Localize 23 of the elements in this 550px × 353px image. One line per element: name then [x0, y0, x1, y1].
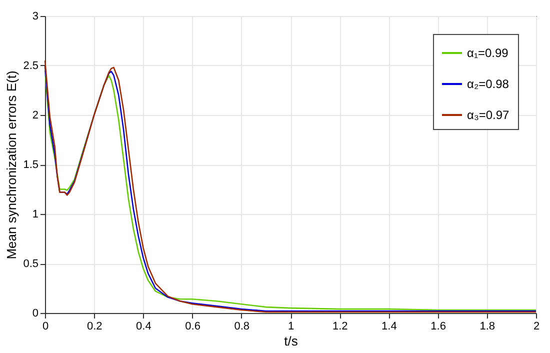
x-axis-title: t/s — [284, 334, 298, 348]
x-tick-label: 1.6 — [430, 320, 446, 332]
legend-label: α₃=0.97 — [467, 108, 510, 122]
x-tick-label: 0 — [42, 320, 49, 332]
x-tick-label: 0.8 — [234, 320, 250, 332]
x-tick-label: 2 — [533, 320, 540, 332]
x-tick-label: 1.2 — [332, 320, 348, 332]
y-tick-label: 0.5 — [23, 258, 38, 270]
y-tick-label: 2 — [32, 110, 38, 122]
x-tick-label: 1.4 — [382, 320, 397, 332]
y-axis-title: Mean synchronization errors E(t) — [4, 70, 20, 260]
x-tick-label: 0.4 — [136, 320, 152, 332]
legend-label: α₁=0.99 — [467, 46, 509, 60]
y-tick-label: 0 — [32, 308, 38, 320]
y-tick-label: 3 — [32, 10, 38, 22]
x-tick-label: 1 — [288, 320, 294, 332]
y-tick-label: 1.5 — [23, 159, 38, 171]
y-tick-label: 2.5 — [23, 60, 38, 72]
x-tick-label: 0.6 — [185, 320, 200, 332]
legend-label: α₂=0.98 — [467, 77, 510, 91]
x-tick-label: 1.8 — [480, 320, 496, 332]
y-tick-label: 1 — [32, 208, 38, 220]
x-tick-label: 0.2 — [86, 320, 102, 332]
